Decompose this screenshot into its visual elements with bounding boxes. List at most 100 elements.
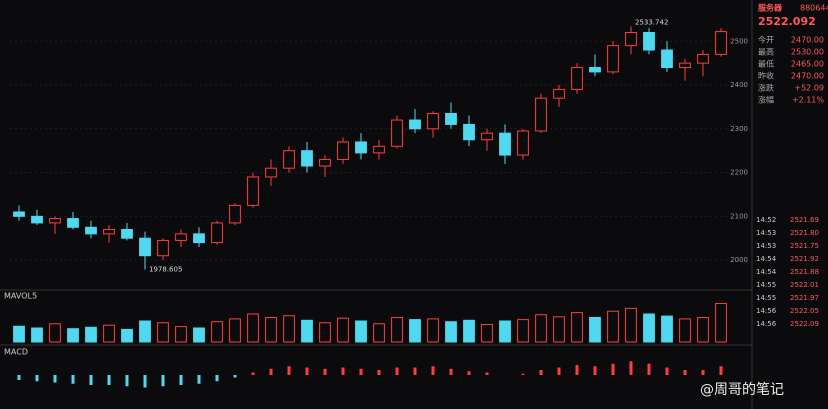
- quote-value: 2470.00: [791, 72, 824, 81]
- trade-time: 14:54: [756, 268, 777, 276]
- candle-body: [679, 62, 691, 69]
- volume-bar: [373, 323, 385, 343]
- candle-body: [85, 226, 97, 235]
- volume-bar: [157, 322, 169, 343]
- volume-bar: [571, 312, 583, 343]
- volume-bar: [103, 324, 115, 343]
- candle-body: [175, 233, 187, 241]
- volume-bar: [211, 321, 223, 343]
- volume-bar: [589, 317, 601, 343]
- trade-price: 2521.97: [790, 294, 819, 302]
- volume-bar: [175, 326, 187, 343]
- quote-value: 2530.00: [791, 48, 824, 57]
- candle-body: [193, 233, 205, 244]
- quote-label: 涨跌: [758, 83, 774, 93]
- trade-time: 14:56: [756, 320, 777, 328]
- trade-price: 2522.05: [790, 307, 819, 315]
- y-tick-label: 2000: [730, 256, 748, 264]
- volume-bar: [715, 303, 727, 343]
- quote-label: 昨收: [758, 71, 774, 81]
- volume-bar: [247, 313, 259, 343]
- candle-body: [13, 211, 25, 217]
- candle-body: [553, 88, 565, 99]
- volume-bar: [517, 319, 529, 343]
- candle-body: [445, 112, 457, 125]
- quote-label: 涨幅: [758, 95, 774, 105]
- volume-bar: [463, 319, 475, 343]
- trade-time: 14:53: [756, 229, 776, 237]
- quote-price: 2522.092: [758, 15, 816, 28]
- volume-bar: [139, 320, 151, 343]
- candle-body: [265, 167, 277, 178]
- candle-body: [283, 150, 295, 169]
- volume-label: MAVOL5: [4, 292, 37, 301]
- volume-bar: [697, 317, 709, 343]
- watermark: @周哥的笔记: [700, 382, 784, 398]
- macd-label: MACD: [4, 348, 28, 357]
- y-tick-label: 2500: [730, 37, 748, 45]
- trade-time: 14:52: [756, 216, 776, 224]
- volume-bar: [427, 318, 439, 343]
- volume-bar: [499, 320, 511, 343]
- volume-bar: [31, 327, 43, 343]
- candle-body: [157, 239, 169, 257]
- quote-name: 服务器: [758, 3, 783, 13]
- candle-body: [571, 67, 583, 90]
- candle-body: [715, 31, 727, 55]
- quote-label: 最高: [758, 47, 774, 57]
- volume-bar: [643, 313, 655, 343]
- trade-price: 2522.09: [790, 320, 819, 328]
- volume-bar: [121, 328, 133, 343]
- trade-time: 14:55: [756, 281, 776, 289]
- volume-bar: [535, 314, 547, 343]
- quote-value: +2.11%: [792, 96, 825, 105]
- candle-body: [481, 132, 493, 141]
- candle-body: [355, 141, 367, 154]
- candle-body: [31, 215, 43, 224]
- candle-body: [409, 119, 421, 130]
- volume-bar: [661, 315, 673, 343]
- volume-bar: [409, 319, 421, 343]
- volume-bar: [445, 321, 457, 343]
- quote-code: 880644: [800, 4, 828, 13]
- y-tick-label: 2400: [730, 81, 748, 89]
- candle-body: [337, 141, 349, 160]
- volume-bar: [85, 326, 97, 343]
- candle-body: [301, 150, 313, 167]
- candle-body: [211, 222, 223, 244]
- candle-body: [535, 97, 547, 132]
- candle-body: [625, 32, 637, 47]
- candle-body: [697, 53, 709, 64]
- trade-price: 2521.92: [790, 255, 819, 263]
- quote-label: 今开: [758, 35, 774, 45]
- volume-bar: [67, 328, 79, 343]
- volume-bar: [337, 317, 349, 343]
- candle-body: [427, 112, 439, 130]
- candle-body: [319, 158, 331, 167]
- candle-body: [373, 145, 385, 154]
- volume-bar: [193, 327, 205, 343]
- trade-price: 2521.80: [790, 229, 819, 237]
- volume-bar: [301, 319, 313, 343]
- candle-body: [643, 32, 655, 51]
- volume-bar: [265, 317, 277, 343]
- quote-value: 2465.00: [791, 60, 824, 69]
- quote-label: 最低: [758, 59, 774, 69]
- trade-time: 14:56: [756, 307, 777, 315]
- volume-bar: [481, 324, 493, 343]
- candle-body: [463, 123, 475, 141]
- candle-body: [103, 228, 115, 235]
- candle-body: [661, 49, 673, 69]
- volume-bar: [229, 318, 241, 343]
- volume-bar: [391, 317, 403, 343]
- trade-time: 14:54: [756, 255, 777, 263]
- trade-price: 2521.75: [790, 242, 819, 250]
- candle-body: [139, 237, 151, 257]
- candle-body: [49, 218, 61, 224]
- trade-time: 14:55: [756, 294, 776, 302]
- y-tick-label: 2100: [730, 212, 748, 220]
- trade-price: 2521.88: [790, 268, 819, 276]
- trade-price: 2522.01: [790, 281, 819, 289]
- volume-bar: [283, 315, 295, 343]
